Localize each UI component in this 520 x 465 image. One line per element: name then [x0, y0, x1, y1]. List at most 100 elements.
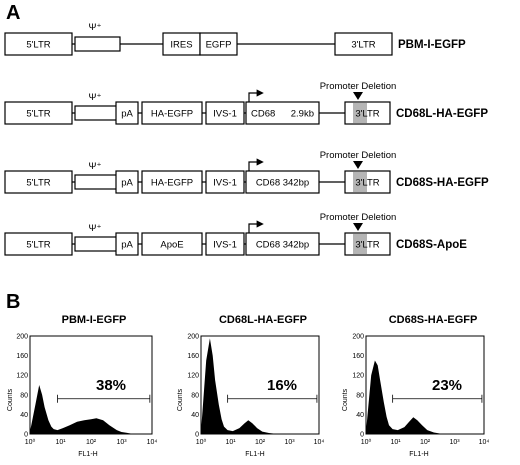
pa-box: [115, 101, 139, 125]
ivs-box: [205, 170, 245, 194]
psi-box: [74, 36, 121, 52]
egfp-label: EGFP: [206, 40, 232, 51]
x-tick-label: 10²: [86, 439, 97, 446]
deletion-shading: [353, 103, 367, 123]
x-tick-label: 10²: [255, 439, 266, 446]
cd68-label: CD68 342bp: [256, 240, 309, 251]
histogram-title: CD68S-HA-EGFP: [389, 314, 478, 326]
panel-label-b: B: [6, 291, 20, 313]
x-tick-label: 10⁰: [196, 438, 207, 446]
y-tick-label: 200: [16, 334, 28, 341]
construct-cd68l-ha-egfp: 5'LTR Ψ⁺ pA HA-EGFP IVS-1 CD68 2.9kb 3'L…: [4, 81, 488, 125]
promoter-arrow: [248, 220, 264, 233]
x-tick-label: 10⁰: [361, 438, 372, 446]
construct-cd68s-apoe: 5'LTR Ψ⁺ pA ApoE IVS-1 CD68 342bp 3'LTR …: [4, 212, 467, 256]
histogram-area: [201, 338, 319, 434]
gene-box: [141, 232, 203, 256]
x-tick-label: 10³: [284, 439, 295, 446]
y-tick-label: 200: [352, 334, 364, 341]
x-tick-label: 10³: [449, 439, 460, 446]
psi-label: Ψ⁺: [89, 22, 102, 33]
psi-label: Ψ⁺: [89, 92, 102, 103]
x-tick-label: 10²: [420, 439, 431, 446]
histogram-title: PBM-I-EGFP: [62, 314, 127, 326]
deletion-shading: [353, 172, 367, 192]
percent-label: 23%: [432, 377, 462, 394]
y-tick-label: 0: [24, 432, 28, 439]
y-tick-label: 40: [356, 412, 364, 419]
ltr5-label: 5'LTR: [26, 109, 50, 120]
x-tick-label: 10³: [116, 439, 127, 446]
plot-frame: [29, 335, 153, 435]
x-tick-label: 10¹: [390, 439, 401, 446]
psi-box: [74, 105, 121, 121]
y-tick-label: 120: [16, 373, 28, 380]
deletion-arrowhead: [353, 92, 363, 100]
y-axis-label: Counts: [7, 388, 14, 411]
ltr3-label: 3'LTR: [355, 240, 379, 251]
gene-box: [141, 101, 203, 125]
pa-label: pA: [121, 178, 133, 189]
cd68-box: [245, 170, 320, 194]
y-tick-label: 160: [352, 353, 364, 360]
construct-name: CD68S-HA-EGFP: [396, 177, 489, 189]
histogram-area: [30, 385, 152, 434]
psi-label: Ψ⁺: [89, 161, 102, 172]
promoter-deletion-label: Promoter Deletion: [320, 81, 397, 92]
pa-label: pA: [121, 240, 133, 251]
percent-label: 38%: [96, 377, 126, 394]
y-tick-label: 160: [16, 353, 28, 360]
x-axis-label: FL1-H: [409, 451, 428, 458]
y-tick-label: 120: [352, 373, 364, 380]
ivs-box: [205, 101, 245, 125]
ltr3-label: 3'LTR: [355, 109, 379, 120]
percent-label: 16%: [267, 377, 297, 394]
ltr5-label: 5'LTR: [26, 178, 50, 189]
deletion-arrowhead: [353, 161, 363, 169]
gene-box: [141, 170, 203, 194]
y-tick-label: 40: [20, 412, 28, 419]
ivs-label: IVS-1: [213, 109, 237, 120]
ltr5-box: [4, 170, 73, 194]
x-tick-label: 10⁴: [314, 439, 325, 446]
histogram-cd68l-ha-egfp: CD68L-HA-EGFP 16% 0 40 80 120 160 200 10…: [177, 314, 324, 458]
construct-name: CD68L-HA-EGFP: [396, 108, 488, 120]
gene-label: ApoE: [160, 240, 183, 251]
ltr3-label: 3'LTR: [355, 178, 379, 189]
y-tick-label: 80: [191, 392, 199, 399]
panel-label-a: A: [6, 2, 20, 24]
ivs-label: IVS-1: [213, 178, 237, 189]
y-tick-label: 0: [195, 432, 199, 439]
y-tick-label: 120: [187, 373, 199, 380]
y-tick-label: 80: [356, 392, 364, 399]
psi-label: Ψ⁺: [89, 223, 102, 234]
x-tick-label: 10⁴: [479, 439, 490, 446]
y-tick-label: 160: [187, 353, 199, 360]
promoter-arrow: [248, 158, 264, 171]
cd68-box: [245, 232, 320, 256]
histogram-cd68s-ha-egfp: CD68S-HA-EGFP 23% 0 40 80 120 160 200 10…: [342, 314, 489, 458]
ivs-box: [205, 232, 245, 256]
x-axis-label: FL1-H: [78, 451, 97, 458]
cd68-label: CD68 342bp: [256, 178, 309, 189]
y-axis-label: Counts: [177, 388, 184, 411]
ltr3-label: 3'LTR: [351, 40, 375, 51]
construct-cd68s-ha-egfp: 5'LTR Ψ⁺ pA HA-EGFP IVS-1 CD68 342bp 3'L…: [4, 150, 489, 194]
ltr5-label: 5'LTR: [26, 240, 50, 251]
psi-box: [74, 236, 121, 252]
histogram-pbm-i-egfp: PBM-I-EGFP 38% 0 40 80 120 160 200 10⁰ 1…: [7, 314, 157, 458]
x-axis-label: FL1-H: [245, 451, 264, 458]
egfp-box: [199, 32, 238, 56]
gene-label: HA-EGFP: [151, 109, 193, 120]
x-tick-label: 10¹: [55, 439, 66, 446]
x-tick-label: 10⁰: [25, 438, 36, 446]
y-tick-label: 80: [20, 392, 28, 399]
y-tick-label: 40: [191, 412, 199, 419]
ltr3-box: [334, 32, 393, 56]
gene-label: HA-EGFP: [151, 178, 193, 189]
construct-name: CD68S-ApoE: [396, 239, 467, 251]
y-tick-label: 200: [187, 334, 199, 341]
psi-box: [74, 174, 121, 190]
